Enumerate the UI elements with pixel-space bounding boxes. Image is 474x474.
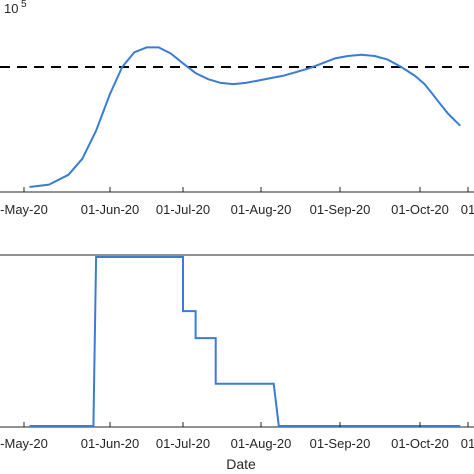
x-tick-label: 01-Aug-20 <box>231 436 292 451</box>
x-tick-label: 01-Sep-20 <box>310 202 371 217</box>
x-tick-label: 01 <box>461 202 474 217</box>
x-tick-label: 01-Jun-20 <box>81 202 140 217</box>
x-tick-label: 01-Jul-20 <box>156 436 210 451</box>
bottom-series-line <box>29 256 461 427</box>
y-exponent-power: 5 <box>21 0 27 10</box>
x-axis-label: Date <box>226 456 256 472</box>
top-x-ticks: -May-20 01-Jun-20 01-Jul-20 01-Aug-20 01-Sep… <box>0 187 474 217</box>
x-tick-label: 01 <box>461 436 474 451</box>
top-panel: 10 5 -May-20 01-Jun-20 01-Jul-20 01-Aug-20 0… <box>0 0 474 217</box>
x-tick-label: -May-20 <box>0 436 48 451</box>
top-series-line <box>29 46 462 188</box>
x-tick-label: 01-Jun-20 <box>81 436 140 451</box>
bottom-panel: -May-20 01-Jun-20 01-Jul-20 01-Aug-20 01-Sep… <box>0 254 474 472</box>
y-exponent-label: 10 <box>4 1 18 16</box>
x-tick-label: 01-Sep-20 <box>310 436 371 451</box>
x-tick-label: 01-Oct-20 <box>391 436 449 451</box>
x-tick-label: 01-Aug-20 <box>231 202 292 217</box>
x-tick-label: -May-20 <box>0 202 48 217</box>
x-tick-label: 01-Oct-20 <box>391 202 449 217</box>
x-tick-label: 01-Jul-20 <box>156 202 210 217</box>
bottom-x-ticks: -May-20 01-Jun-20 01-Jul-20 01-Aug-20 01-Sep… <box>0 422 474 451</box>
